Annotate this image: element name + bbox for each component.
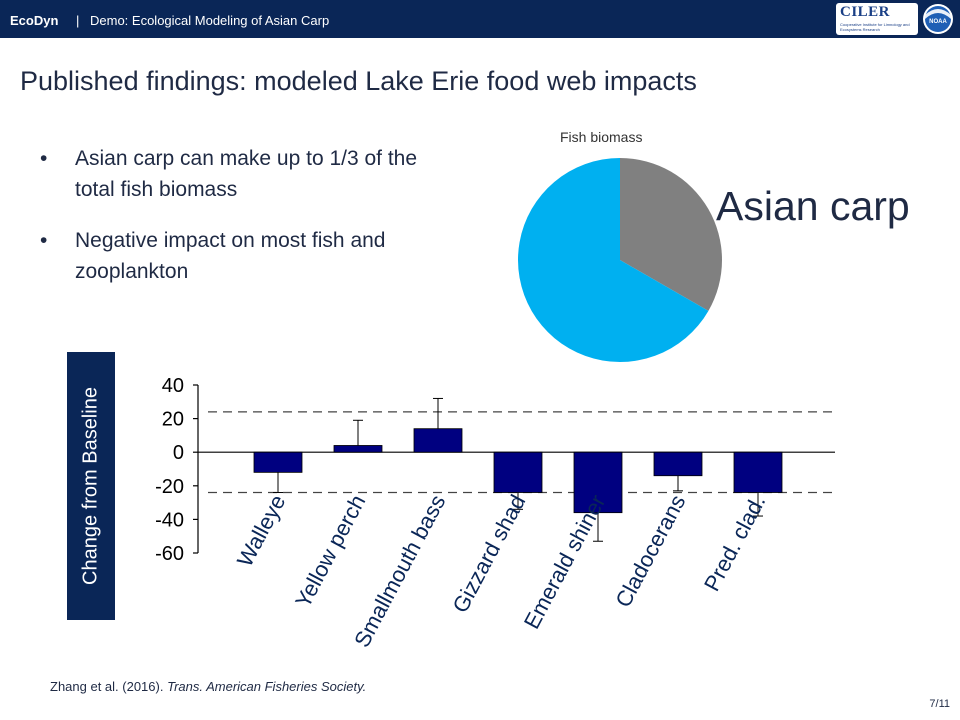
bar-chart: 40 20 0 -20 -40 -60 Walleye Yellow perch Smallmo… — [120, 360, 860, 690]
ciler-logo-tagline: Cooperative Institute for Limnology and … — [840, 22, 910, 32]
citation: Zhang et al. (2016). Trans. American Fis… — [50, 679, 366, 694]
bar — [253, 451, 303, 473]
y-tick-label: -20 — [155, 476, 184, 498]
noaa-logo-text: NOAA — [929, 19, 947, 25]
y-tick-label: 20 — [162, 409, 184, 431]
pie-chart-svg — [518, 158, 722, 362]
bullet-text: Negative impact on most fish and zooplan… — [75, 229, 386, 283]
y-axis-label-box: Change from Baseline — [67, 352, 115, 620]
pie-slice-1 — [518, 158, 709, 362]
x-category-label: Pred. clad. — [699, 491, 770, 596]
header-separator: | — [76, 13, 80, 28]
bar — [653, 451, 703, 477]
x-category-label: Emerald shiner — [519, 491, 611, 633]
bullet-item: • Asian carp can make up to 1/3 of the t… — [40, 143, 440, 205]
y-axis-label: Change from Baseline — [79, 387, 102, 585]
x-category-label: Gizzard shad — [447, 491, 530, 617]
page-number: 7/11 — [929, 698, 950, 710]
bar — [413, 428, 463, 453]
bullet-symbol: • — [40, 147, 48, 170]
noaa-logo: NOAA — [923, 4, 953, 34]
pie-chart — [510, 150, 730, 370]
ciler-logo: CILER Cooperative Institute for Limnolog… — [836, 3, 918, 35]
brand-name: EcoDyn — [10, 13, 59, 28]
citation-authors: Zhang et al. (2016). — [50, 679, 164, 694]
bullet-item: • Negative impact on most fish and zoopl… — [40, 225, 440, 287]
bar-chart-svg: 40 20 0 -20 -40 -60 Walleye Yellow perchSmallmo… — [155, 375, 835, 652]
bullet-symbol: • — [40, 229, 48, 252]
bullet-text: Asian carp can make up to 1/3 of the tot… — [75, 147, 418, 201]
y-tick-label: 0 — [173, 442, 184, 464]
x-category-label: Smallmouth bass — [349, 491, 450, 652]
pie-slice-label: Asian carp — [716, 183, 910, 229]
pie-chart-title: Fish biomass — [560, 129, 643, 145]
y-tick-label: -60 — [155, 543, 184, 565]
y-tick-label: 40 — [162, 375, 184, 397]
x-category-label: Walleye — [232, 491, 290, 571]
bar — [733, 451, 783, 493]
pie-slice-0 — [620, 158, 722, 311]
y-tick-label: -40 — [155, 509, 184, 531]
bar — [573, 451, 623, 514]
x-category-label: Yellow perch — [290, 491, 370, 612]
bullet-list: • Asian carp can make up to 1/3 of the t… — [40, 143, 440, 307]
bar — [493, 451, 543, 493]
slide-title: Published findings: modeled Lake Erie fo… — [20, 66, 697, 96]
citation-journal: Trans. American Fisheries Society. — [167, 679, 367, 694]
header-subtitle: Demo: Ecological Modeling of Asian Carp — [90, 13, 330, 28]
ciler-logo-text: CILER — [840, 4, 891, 20]
header-bar: EcoDyn | Demo: Ecological Modeling of As… — [0, 0, 960, 38]
bar — [333, 445, 383, 453]
